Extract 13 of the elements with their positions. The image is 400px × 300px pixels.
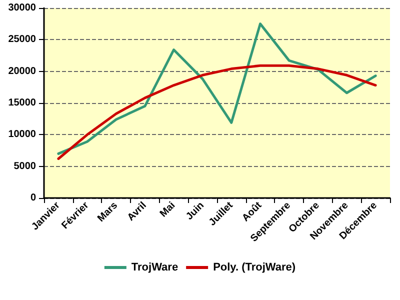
y-tick-label: 10000 [8,129,36,140]
y-tick-label: 25000 [8,34,36,46]
y-tick-label: 0 [30,192,36,204]
y-tick-label: 5000 [14,160,36,172]
legend-label: Poly. (TrojWare) [213,262,296,274]
line-series [57,22,377,155]
y-tick-label: 20000 [8,66,36,77]
x-tick-label: Mai [158,200,178,220]
line-series [57,64,377,160]
y-tick-label: 15000 [8,98,36,108]
x-tick-label: Juin [184,200,206,222]
legend-label: TrojWare [131,262,178,274]
y-tick-label: 30000 [8,2,36,14]
